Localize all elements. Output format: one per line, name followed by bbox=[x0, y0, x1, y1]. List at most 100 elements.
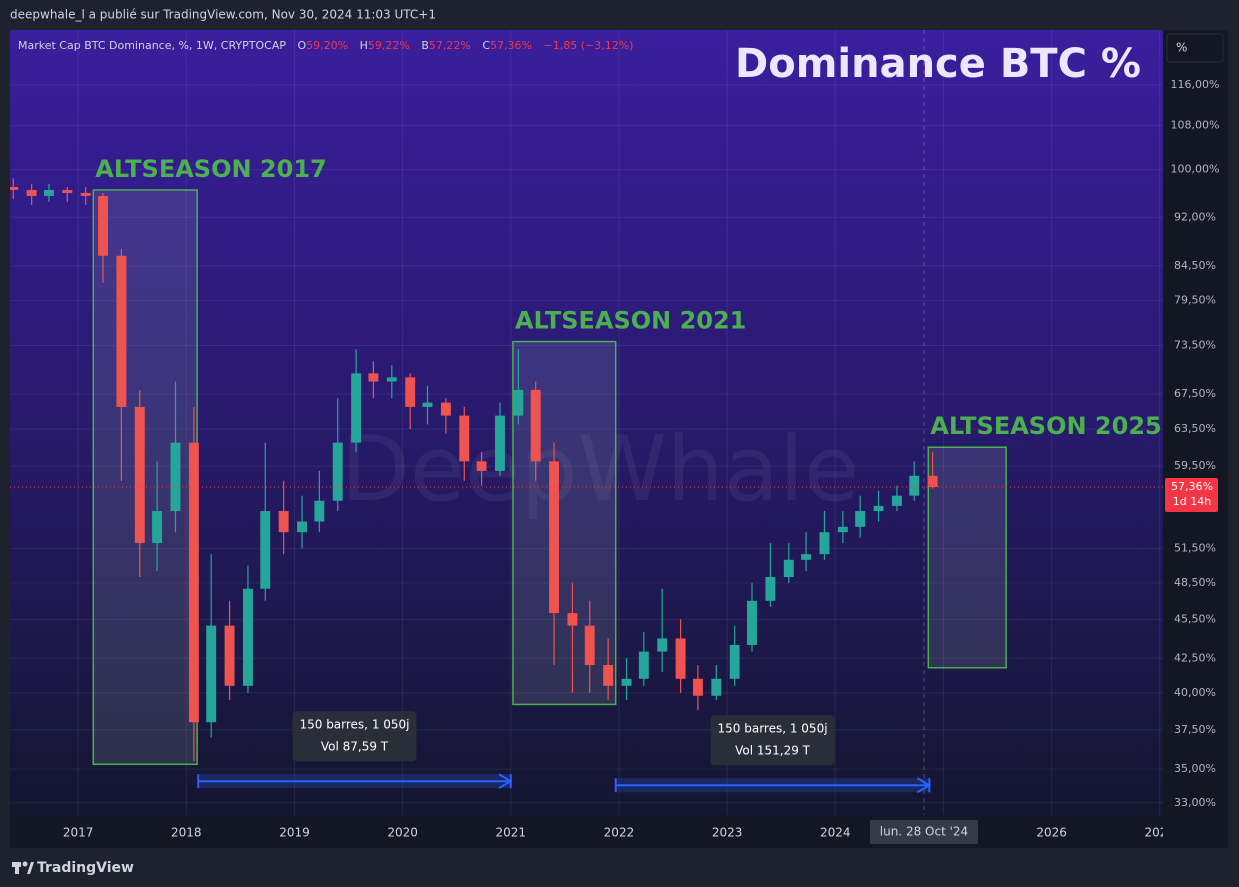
overlay: Market Cap BTC Dominance, %, 1W, CRYPTOC… bbox=[18, 39, 1162, 794]
footer-brand: TradingView bbox=[37, 860, 134, 876]
legend-open: 59,20% bbox=[306, 39, 348, 52]
price-axis: % 33,00% 35,00% 37,50% 40,00% 42,50% 45,50% 48… bbox=[1163, 30, 1239, 848]
legend-close: 57,36% bbox=[490, 39, 532, 52]
altseason-box bbox=[92, 189, 198, 766]
y-tick-label: 116,00% bbox=[1171, 78, 1220, 91]
candle-body bbox=[368, 373, 379, 382]
candle-body bbox=[549, 461, 560, 614]
candle-body bbox=[783, 559, 794, 578]
x-tick-label: 2021 bbox=[496, 826, 527, 840]
candle-body bbox=[206, 625, 217, 723]
y-tick-label: 37,50% bbox=[1174, 723, 1216, 736]
candle-body bbox=[476, 461, 487, 471]
candle-body bbox=[351, 373, 362, 443]
y-tick-label: 73,50% bbox=[1174, 338, 1216, 351]
x-tick-label: 2024 bbox=[820, 826, 851, 840]
candle-body bbox=[513, 389, 524, 416]
y-tick-label: 35,00% bbox=[1174, 762, 1216, 775]
measure-vol: Vol 151,29 T bbox=[735, 744, 811, 758]
candle-body bbox=[116, 255, 127, 407]
candle-body bbox=[584, 625, 595, 666]
altseason-box bbox=[512, 340, 617, 706]
countdown-label: 1d 14h bbox=[1173, 495, 1211, 508]
candle-body bbox=[297, 521, 307, 533]
logo-part bbox=[22, 861, 28, 867]
candle-body bbox=[657, 638, 668, 652]
x-tick-label: 2022 bbox=[604, 826, 635, 840]
candle-body bbox=[711, 678, 722, 696]
altseason-label: ALTSEASON 2017 bbox=[95, 155, 326, 183]
plot-area bbox=[10, 30, 1163, 815]
legend-b: B bbox=[421, 39, 429, 52]
time-axis: 2017201820192020202120222023202420252026… bbox=[10, 815, 1175, 848]
candle-body bbox=[134, 406, 145, 544]
measure-bars: 150 barres, 1 050j bbox=[718, 722, 828, 736]
y-tick-label: 108,00% bbox=[1171, 119, 1220, 132]
y-tick-label: 40,00% bbox=[1174, 686, 1216, 699]
y-tick-label: 45,50% bbox=[1174, 612, 1216, 625]
candle-body bbox=[567, 613, 578, 626]
candle-body bbox=[909, 475, 920, 496]
legend-low: 57,22% bbox=[429, 39, 471, 52]
candle-body bbox=[98, 195, 108, 256]
candle-body bbox=[855, 511, 866, 527]
y-tick-label: 51,50% bbox=[1174, 542, 1216, 555]
candle-body bbox=[747, 600, 757, 645]
header-bar bbox=[0, 0, 1239, 30]
candle-body bbox=[729, 644, 740, 679]
measure-vol: Vol 87,59 T bbox=[321, 740, 389, 754]
watermark: DeepWhale bbox=[341, 417, 860, 522]
candle-body bbox=[440, 402, 451, 416]
candle-body bbox=[495, 415, 505, 471]
x-tick-label: 2023 bbox=[712, 826, 743, 840]
candle-body bbox=[837, 526, 848, 533]
y-tick-label: 79,50% bbox=[1174, 294, 1216, 307]
candle-body bbox=[891, 495, 902, 506]
measure-arrow bbox=[916, 777, 932, 794]
measure-bars: 150 barres, 1 050j bbox=[299, 718, 409, 732]
candle-body bbox=[278, 511, 289, 533]
logo-part bbox=[27, 862, 34, 874]
legend-c: C bbox=[482, 39, 490, 52]
candle-body bbox=[386, 377, 397, 382]
crosshair-tag bbox=[869, 820, 978, 844]
candle-body bbox=[819, 532, 830, 555]
y-tick-label: 59,50% bbox=[1174, 459, 1216, 472]
scale-button-label[interactable]: % bbox=[1176, 41, 1187, 55]
measure-arrow bbox=[498, 773, 513, 790]
plot bbox=[10, 30, 1163, 815]
candle-body bbox=[43, 189, 54, 196]
y-tick-label: 63,50% bbox=[1174, 422, 1216, 435]
last-price-label: 57,36% bbox=[1171, 480, 1213, 493]
y-tick-label: 67,50% bbox=[1174, 387, 1216, 400]
candle-body bbox=[80, 192, 91, 196]
scale-button[interactable] bbox=[1166, 33, 1224, 63]
altseason-label: ALTSEASON 2021 bbox=[515, 307, 746, 335]
candle-body bbox=[10, 187, 19, 190]
altseason-label: ALTSEASON 2025 bbox=[930, 412, 1161, 440]
candle-body bbox=[260, 511, 271, 589]
candle-body bbox=[621, 678, 632, 686]
x-tick-label: 2017 bbox=[63, 826, 94, 840]
y-tick-label: 42,50% bbox=[1174, 651, 1216, 664]
crosshair-label: lun. 28 Oct '24 bbox=[880, 825, 968, 839]
footer: TradingView bbox=[12, 860, 134, 876]
legend-o: O bbox=[297, 39, 306, 52]
measure-box bbox=[292, 711, 417, 762]
chart-title: Dominance BTC % bbox=[735, 41, 1141, 87]
x-tick-label: 2019 bbox=[279, 826, 310, 840]
legend: Market Cap BTC Dominance, %, 1W, CRYPTOC… bbox=[18, 39, 633, 52]
candle-body bbox=[405, 377, 416, 407]
altseason-box bbox=[927, 446, 1007, 669]
candle-body bbox=[675, 638, 686, 679]
candle-body bbox=[170, 442, 181, 512]
y-tick-label: 48,50% bbox=[1174, 576, 1216, 589]
legend-h: H bbox=[360, 39, 368, 52]
candle-body bbox=[692, 678, 703, 696]
y-tick-label: 100,00% bbox=[1171, 163, 1220, 176]
logo-part bbox=[15, 862, 19, 874]
publisher: deepwhale_l a publié sur TradingView.com… bbox=[10, 8, 436, 22]
legend-high: 59,22% bbox=[368, 39, 410, 52]
